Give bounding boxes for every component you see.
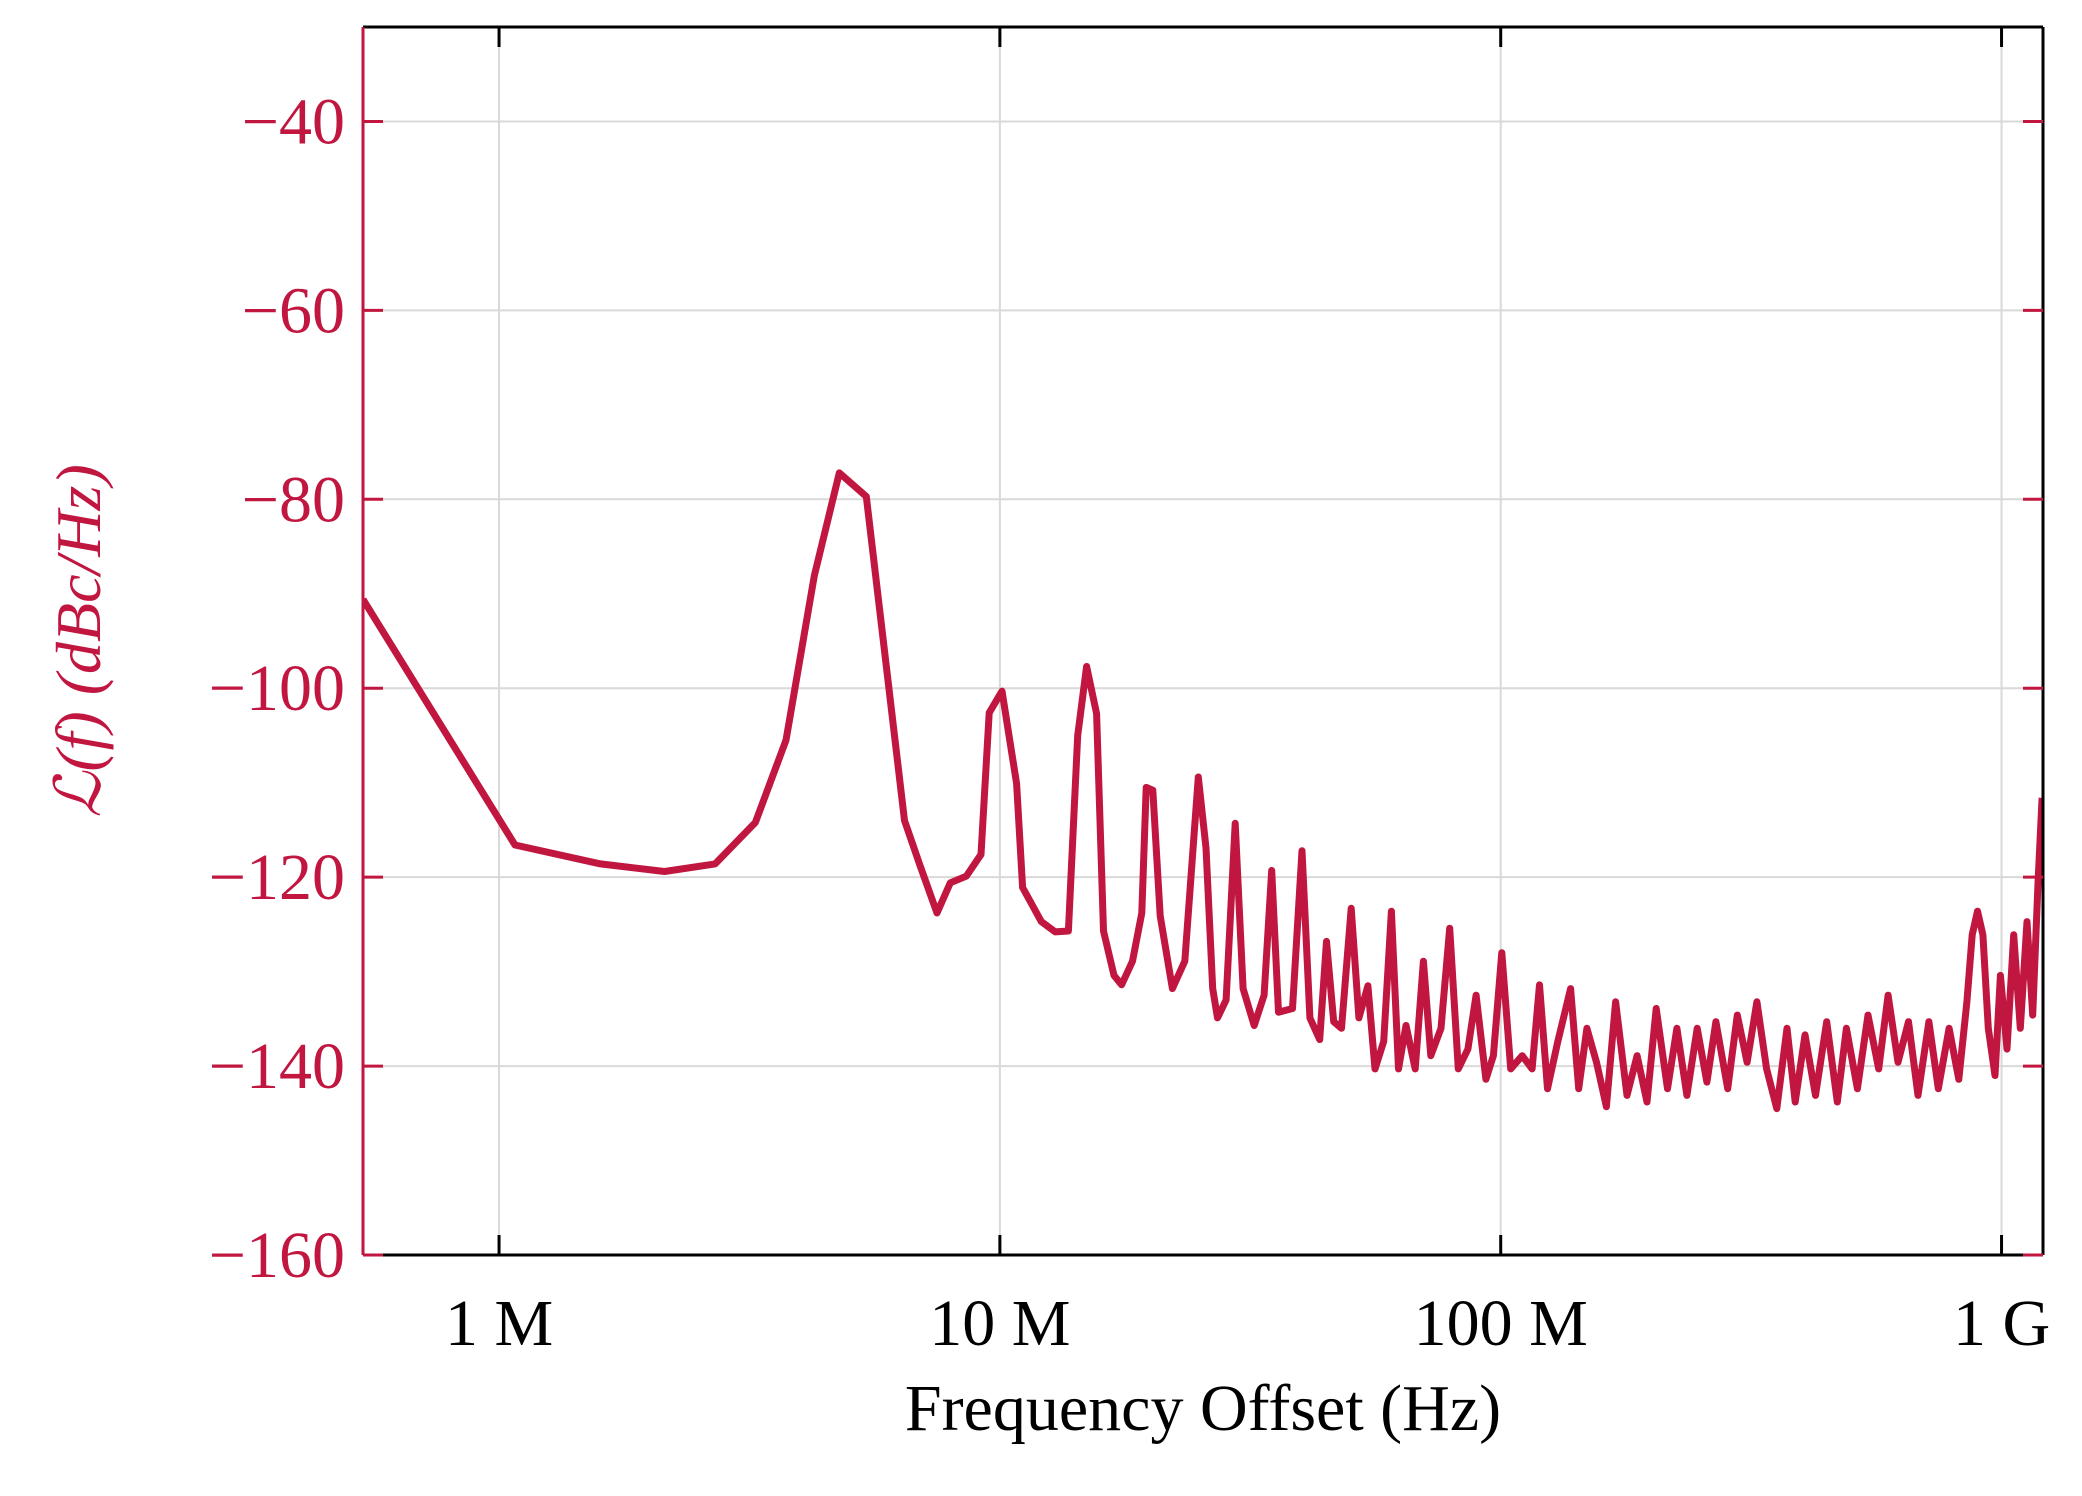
data-line: [363, 469, 2043, 1113]
y-tick-label: −160: [209, 1219, 345, 1292]
y-tick-label: −60: [242, 274, 345, 347]
y-tick-label: −140: [209, 1030, 345, 1103]
x-tick-label: 1 M: [445, 1287, 553, 1360]
y-tick-label: −40: [242, 85, 345, 158]
x-axis-label: Frequency Offset (Hz): [905, 1372, 1501, 1445]
y-tick-label: −80: [242, 463, 345, 536]
y-axis-label: ℒ(f) (dBc/Hz): [43, 464, 114, 818]
y-tick-label: −120: [209, 841, 345, 914]
x-tick-label: 100 M: [1414, 1287, 1588, 1360]
x-tick-label: 10 M: [929, 1287, 1070, 1360]
x-tick-label: 1 G: [1953, 1287, 2050, 1360]
y-tick-label: −100: [209, 652, 345, 725]
